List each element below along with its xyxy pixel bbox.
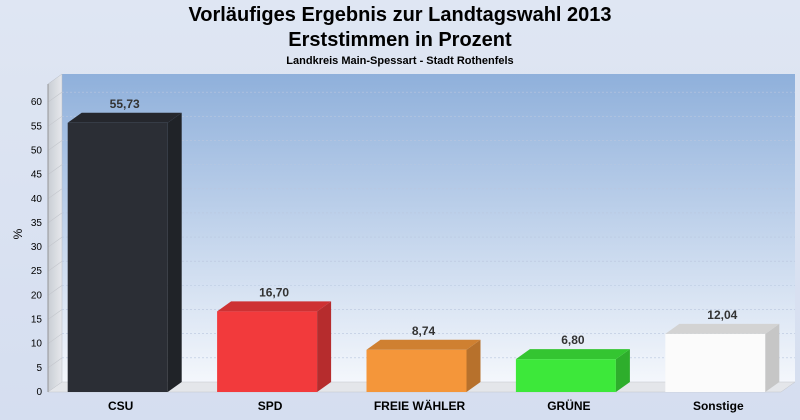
bar xyxy=(515,349,630,392)
bar-side xyxy=(317,301,332,392)
x-tick-label: FREIE WÄHLER xyxy=(374,398,466,413)
y-tick-label: 60 xyxy=(31,97,43,108)
bar-top xyxy=(67,112,182,123)
gridline-side xyxy=(47,91,63,103)
gridline-side xyxy=(47,164,63,175)
y-tick-label: 55 xyxy=(31,121,43,132)
bar xyxy=(67,112,182,393)
gridline-side xyxy=(47,260,63,272)
data-label: 55,73 xyxy=(110,97,140,111)
bar-side xyxy=(167,112,182,393)
bar xyxy=(217,301,332,392)
bar-top xyxy=(515,349,630,360)
y-tick-label: 50 xyxy=(31,145,43,156)
gridline-side xyxy=(47,309,63,320)
bar xyxy=(366,339,481,392)
bar-front xyxy=(67,122,168,393)
gridline-side xyxy=(47,116,63,127)
chart-region: Landkreis Main-Spessart - Stadt Rothenfe… xyxy=(286,55,514,67)
bar-side xyxy=(466,339,481,392)
bar-front xyxy=(665,333,766,392)
bar-front xyxy=(217,311,318,392)
bar-top xyxy=(665,323,780,334)
bar-top xyxy=(366,339,481,350)
gridline-side xyxy=(47,212,63,224)
y-tick-label: 5 xyxy=(36,363,42,374)
chart-subtitle: Erststimmen in Prozent xyxy=(288,29,512,51)
x-tick-label: CSU xyxy=(108,399,133,413)
y-axis-label: % xyxy=(11,228,25,239)
x-tick-label: SPD xyxy=(258,399,283,413)
y-tick-label: 25 xyxy=(31,266,43,277)
gridline-side xyxy=(47,140,63,151)
bar xyxy=(665,323,780,392)
gridline-side xyxy=(47,285,63,296)
plot-side-wall xyxy=(47,73,63,393)
y-tick-label: 10 xyxy=(31,339,43,350)
y-tick-label: 30 xyxy=(31,242,43,253)
bar-front xyxy=(515,359,616,392)
chart-title: Vorläufiges Ergebnis zur Landtagswahl 20… xyxy=(188,4,612,26)
data-label: 16,70 xyxy=(259,285,289,299)
bar-front xyxy=(366,349,467,392)
gridline-side xyxy=(47,188,63,200)
gridline-side xyxy=(47,357,63,369)
bar-side xyxy=(615,349,630,392)
x-tick-label: GRÜNE xyxy=(547,398,590,413)
y-tick-label: 15 xyxy=(31,315,43,326)
data-label: 8,74 xyxy=(412,324,436,338)
y-tick-label: 35 xyxy=(31,218,43,229)
y-tick-label: 45 xyxy=(31,170,43,181)
data-label: 6,80 xyxy=(561,333,585,347)
bar-side xyxy=(765,323,780,392)
gridline-side xyxy=(47,236,63,248)
bar-top xyxy=(217,301,332,312)
y-tick-label: 40 xyxy=(31,194,43,205)
data-label: 12,04 xyxy=(707,308,737,322)
x-tick-label: Sonstige xyxy=(693,399,744,413)
y-tick-label: 0 xyxy=(36,387,42,398)
gridline-side xyxy=(47,333,63,344)
y-tick-label: 20 xyxy=(31,290,43,301)
